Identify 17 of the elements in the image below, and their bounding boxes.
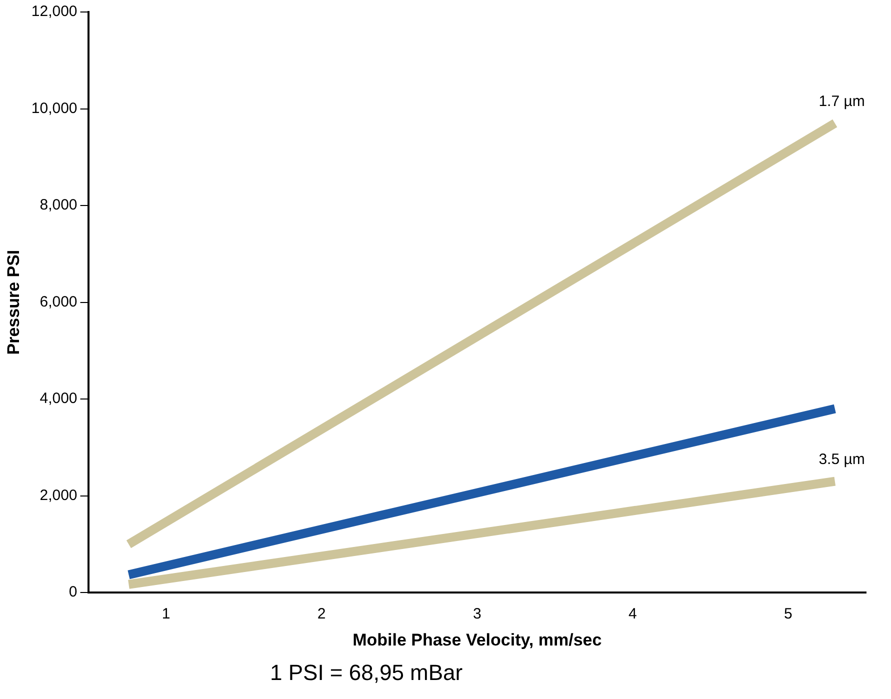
- y-tick-label: 12,000: [31, 3, 78, 20]
- y-tick-label: 6,000: [40, 293, 78, 310]
- y-axis-title: Pressure PSI: [4, 250, 23, 355]
- x-tick-label: 3: [472, 606, 482, 623]
- y-tick-label: 0: [68, 584, 78, 601]
- x-tick-label: 1: [162, 606, 170, 623]
- y-tick-label: 8,000: [40, 196, 78, 214]
- series-label: 3.5 µm: [818, 450, 865, 468]
- series-label: 1.7 µm: [818, 92, 865, 110]
- y-tick-label: 10,000: [31, 100, 78, 117]
- y-tick-label: 2,000: [40, 486, 78, 504]
- y-tick-label: 4,000: [40, 390, 78, 408]
- x-tick-label: 2: [317, 606, 326, 623]
- text: 1 PSI = 68,95 mBar: [270, 660, 463, 686]
- x-axis-title: Mobile Phase Velocity, mm/sec: [352, 630, 602, 650]
- x-tick-label: 4: [628, 606, 637, 623]
- x-tick-label: 5: [784, 606, 792, 623]
